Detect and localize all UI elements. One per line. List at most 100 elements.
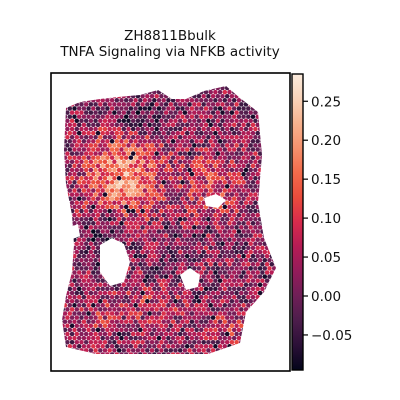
- spot: [149, 216, 155, 222]
- spot: [224, 175, 230, 181]
- spot: [194, 139, 199, 144]
- spot: [152, 344, 157, 349]
- spot: [208, 270, 213, 275]
- spot: [199, 221, 204, 226]
- spot: [277, 176, 282, 181]
- spot: [206, 216, 211, 222]
- spot: [163, 118, 169, 124]
- spot: [109, 122, 115, 128]
- spot: [88, 102, 94, 107]
- spot: [156, 212, 162, 218]
- spot: [196, 134, 202, 140]
- tissue-holes: [68, 194, 226, 290]
- spot: [227, 294, 232, 300]
- spot: [271, 225, 276, 230]
- spot: [138, 286, 143, 292]
- spot: [107, 233, 112, 238]
- spot: [255, 147, 260, 152]
- spot: [201, 192, 206, 197]
- spot: [114, 130, 120, 136]
- spot: [128, 106, 134, 111]
- spot: [196, 266, 202, 271]
- spot: [65, 298, 70, 304]
- spot: [255, 196, 260, 201]
- spot: [168, 151, 174, 156]
- spot: [109, 89, 115, 95]
- spot: [267, 274, 272, 279]
- spot: [138, 204, 143, 210]
- spot: [267, 151, 272, 156]
- spot: [277, 127, 282, 132]
- spot: [192, 241, 197, 247]
- spot: [227, 221, 232, 226]
- spot: [126, 298, 131, 304]
- spot: [217, 327, 223, 333]
- spot: [142, 106, 148, 111]
- spot: [93, 307, 98, 312]
- spot: [114, 89, 120, 95]
- spot: [222, 188, 228, 193]
- spot: [76, 327, 82, 333]
- spot: [156, 253, 162, 259]
- spot: [243, 151, 249, 156]
- spot: [224, 93, 230, 99]
- spot: [269, 204, 275, 210]
- spot: [236, 262, 242, 267]
- spot: [175, 155, 181, 160]
- spot: [76, 344, 82, 349]
- spot: [100, 344, 105, 349]
- spot: [210, 110, 216, 115]
- spot: [95, 237, 101, 242]
- spot: [119, 180, 124, 185]
- spot: [217, 294, 223, 300]
- spot: [166, 303, 171, 308]
- spot: [189, 163, 195, 169]
- spot: [210, 143, 216, 148]
- spot: [114, 311, 120, 316]
- spot: [194, 130, 199, 136]
- spot: [227, 196, 232, 201]
- spot: [138, 278, 143, 283]
- spot: [277, 184, 282, 189]
- spot: [69, 118, 75, 124]
- spot: [180, 294, 185, 300]
- spot: [250, 139, 256, 144]
- spot: [133, 139, 138, 144]
- spot: [201, 266, 206, 271]
- spot: [79, 225, 84, 230]
- spot: [184, 106, 190, 111]
- spot: [192, 257, 197, 263]
- spot: [62, 98, 68, 103]
- spot: [123, 89, 129, 95]
- spot: [133, 344, 138, 349]
- spot: [98, 208, 103, 214]
- spot: [236, 147, 242, 152]
- spot: [210, 134, 216, 140]
- spot: [173, 233, 178, 238]
- spot: [196, 315, 202, 320]
- spot: [206, 151, 211, 156]
- spot: [250, 188, 256, 193]
- spot: [149, 151, 155, 156]
- spot: [56, 143, 61, 148]
- spot: [224, 233, 230, 238]
- spot: [224, 184, 230, 189]
- spot: [112, 192, 117, 197]
- spot: [107, 298, 112, 304]
- spot: [119, 98, 124, 103]
- spot: [140, 151, 145, 156]
- spot: [192, 225, 197, 230]
- spot: [255, 253, 260, 259]
- spot: [102, 233, 108, 238]
- spot: [264, 229, 270, 234]
- spot: [67, 221, 73, 226]
- spot: [201, 216, 206, 222]
- spot: [76, 286, 82, 292]
- spot: [121, 200, 127, 206]
- spot: [220, 134, 225, 140]
- spot: [187, 298, 192, 304]
- spot: [177, 93, 183, 99]
- spot: [236, 294, 242, 300]
- spot: [234, 348, 239, 353]
- spot: [62, 270, 68, 275]
